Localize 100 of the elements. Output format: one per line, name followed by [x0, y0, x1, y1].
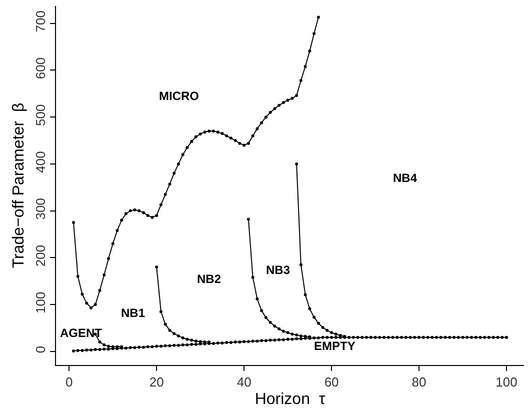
point	[198, 132, 202, 136]
point	[216, 130, 220, 134]
point	[264, 116, 268, 119]
point	[316, 322, 320, 325]
point	[290, 96, 294, 100]
point	[208, 130, 211, 133]
point	[286, 331, 290, 334]
x-tick-label: 20	[149, 374, 164, 390]
y-axis-title: Trade−off Parameter β	[10, 102, 28, 268]
point	[295, 334, 298, 337]
point	[203, 130, 206, 134]
point	[212, 130, 215, 133]
point	[172, 332, 176, 336]
point	[106, 344, 110, 348]
point	[133, 208, 136, 212]
point	[85, 302, 88, 305]
point	[330, 331, 334, 334]
point	[80, 292, 84, 296]
point	[326, 328, 329, 332]
point	[290, 332, 294, 336]
y-tick-label: 500	[32, 104, 48, 126]
point	[102, 274, 106, 277]
point	[260, 309, 264, 312]
annotation: NB2	[197, 272, 222, 286]
point	[278, 104, 281, 107]
point	[256, 127, 259, 130]
point	[181, 336, 184, 340]
point	[264, 316, 268, 320]
y-tick-label: 100	[32, 292, 48, 314]
point	[98, 288, 102, 292]
point	[190, 338, 194, 342]
point	[120, 218, 124, 222]
annotation: MICRO	[159, 89, 199, 103]
point	[282, 101, 285, 104]
annotation: AGENT	[60, 326, 103, 340]
point	[304, 293, 307, 296]
point	[72, 221, 75, 224]
x-tick-label: 100	[496, 374, 518, 390]
annotation: NB1	[121, 306, 146, 320]
point	[138, 209, 141, 212]
point	[190, 140, 194, 143]
y-tick-label: 300	[32, 198, 48, 220]
line-series	[72, 16, 320, 310]
point	[225, 134, 228, 138]
point	[229, 136, 232, 140]
x-tick-label: 60	[324, 374, 339, 390]
point	[89, 306, 92, 310]
y-tick-label: 200	[32, 244, 48, 267]
point	[282, 330, 285, 333]
point	[124, 212, 128, 216]
point	[146, 214, 150, 217]
point	[98, 340, 102, 344]
point	[308, 307, 312, 310]
point	[186, 146, 189, 150]
point	[102, 343, 106, 346]
point	[128, 209, 132, 212]
annotation: EMPTY	[314, 339, 356, 353]
x-axis-title: Horizon τ	[254, 391, 326, 408]
point	[234, 139, 237, 142]
point	[260, 121, 264, 124]
y-tick-label: 600	[32, 57, 48, 80]
point	[168, 182, 172, 186]
point	[142, 211, 145, 214]
point	[299, 334, 302, 338]
point	[238, 142, 242, 145]
point	[159, 203, 162, 206]
point	[334, 332, 338, 336]
point	[76, 274, 80, 278]
y-tick-label: 400	[32, 151, 48, 173]
annotation: NB4	[393, 171, 418, 185]
point	[268, 320, 272, 324]
y-tick-label: 700	[32, 10, 48, 32]
point	[295, 162, 298, 166]
point	[155, 214, 158, 217]
point	[278, 327, 281, 330]
point	[150, 216, 154, 219]
point	[316, 16, 320, 19]
point	[251, 134, 254, 138]
point	[106, 257, 110, 260]
point	[186, 338, 189, 341]
point	[194, 135, 198, 138]
x-tick-label: 80	[412, 374, 426, 390]
point	[268, 110, 272, 114]
point	[273, 324, 276, 328]
point	[299, 79, 302, 82]
point	[246, 218, 250, 221]
point	[304, 64, 307, 68]
point	[181, 153, 184, 156]
point	[159, 310, 162, 314]
y-tick-label: 0	[32, 346, 48, 354]
point	[155, 266, 158, 269]
point	[312, 316, 316, 319]
point	[299, 263, 302, 266]
point	[94, 303, 97, 306]
point	[312, 32, 316, 36]
x-tick-label: 40	[236, 374, 252, 390]
point	[256, 297, 259, 300]
point	[286, 98, 290, 102]
point	[321, 326, 324, 330]
point	[164, 322, 167, 326]
